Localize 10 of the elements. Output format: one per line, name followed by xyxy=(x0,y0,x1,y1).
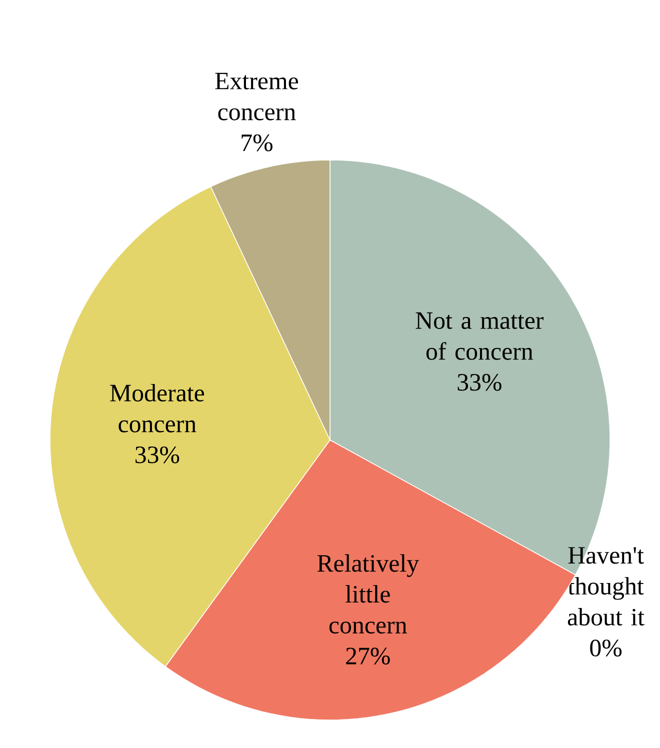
slice-label: Moderate concern xyxy=(110,384,204,432)
data-label: 33% xyxy=(136,446,180,464)
category-label: Haven't thought about it xyxy=(568,547,644,626)
data-label: 27% xyxy=(346,648,390,665)
text: 0% xyxy=(590,640,622,657)
data-label: 7% xyxy=(242,134,272,152)
slice-label: Not a matter of concern xyxy=(416,312,544,360)
slice-label: Relatively little concern xyxy=(317,554,419,634)
slice-label: Extreme concern xyxy=(215,72,298,120)
data-label: 33% xyxy=(458,374,502,391)
